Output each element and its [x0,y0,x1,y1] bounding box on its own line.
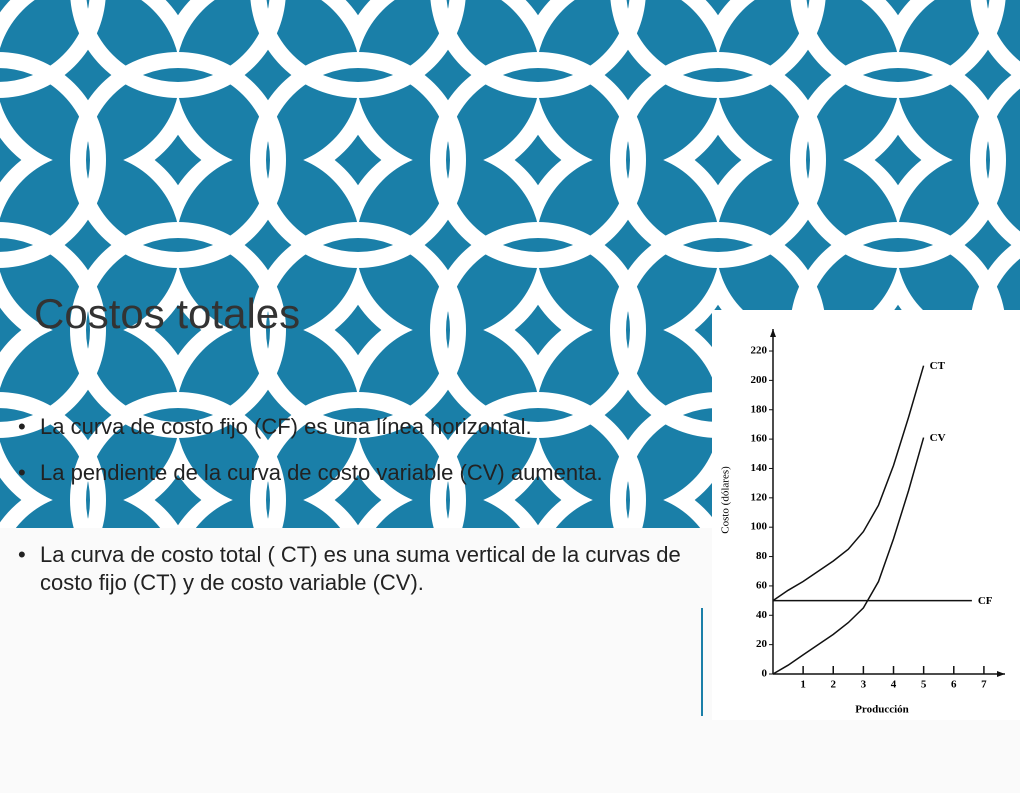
y-tick-label: 200 [751,374,768,386]
y-tick-label: 160 [751,433,768,445]
series-label: CT [930,360,946,372]
axis-arrow [770,329,1005,677]
y-tick-label: 80 [756,550,768,562]
bullet: La pendiente de la curva de costo variab… [18,459,700,487]
bullet: La curva de costo fijo (CF) es una línea… [18,413,700,441]
series-line [772,437,925,675]
x-tick-label: 4 [891,679,897,691]
series-line [772,365,925,602]
slide-title: Costos totales [34,290,301,337]
divider [701,608,703,716]
x-tick-label: 5 [921,679,927,691]
x-axis-label: Producción [855,704,909,716]
y-tick-label: 100 [751,521,768,533]
chart: Producción Costo (dólares) 0 20 40 60 80 100 1… [712,310,1020,720]
x-tick-label: 2 [831,679,837,691]
x-tick-label: 7 [981,679,987,691]
y-tick-label: 0 [762,668,768,680]
y-tick-label: 20 [756,638,768,650]
y-tick-label: 180 [751,403,768,415]
x-tick-label: 6 [951,679,957,691]
y-tick-label: 120 [751,491,768,503]
y-axis-label: Costo (dólares) [720,466,732,534]
y-tick-label: 60 [756,579,768,591]
bullet: La curva de costo total ( CT) es una sum… [18,541,700,597]
y-tick-label: 140 [751,462,768,474]
x-tick-label: 1 [800,679,806,691]
series-label: CF [978,595,993,607]
series-label: CV [930,432,946,444]
y-tick-label: 220 [751,345,768,357]
x-tick-label: 3 [861,679,867,691]
y-tick-label: 40 [756,609,768,621]
